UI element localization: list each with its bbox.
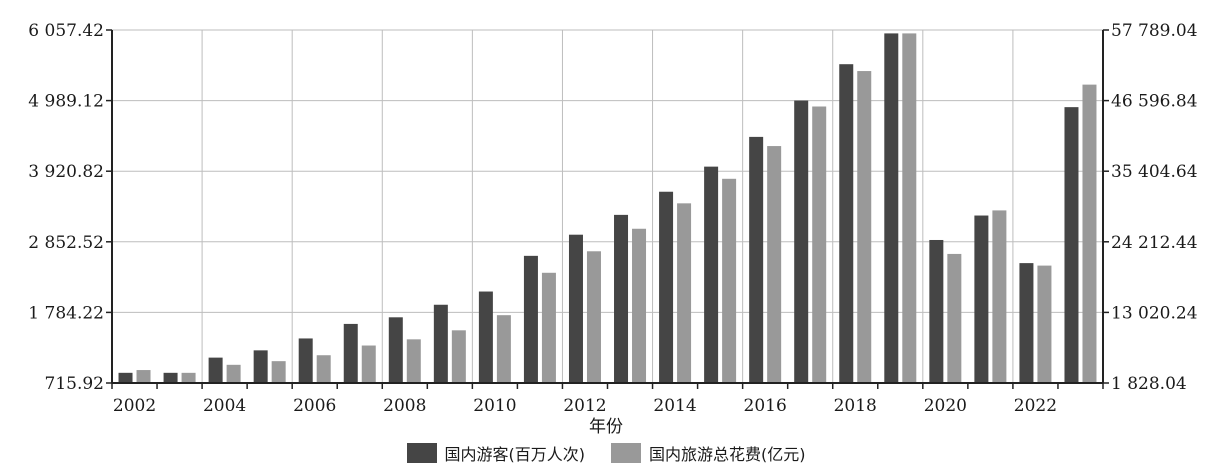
x-tick-label: 2004 — [203, 396, 246, 416]
bar-spending-2007 — [361, 345, 376, 383]
bar-spending-2014 — [677, 203, 692, 383]
x-tick-label: 2012 — [563, 396, 606, 416]
x-tick-label: 2018 — [834, 396, 877, 416]
bar-spending-2003 — [181, 372, 196, 383]
y-left-tick-label: 2 852.52 — [28, 233, 104, 253]
x-tick-label: 2008 — [383, 396, 426, 416]
bar-visitors-2018 — [839, 64, 854, 384]
legend: 国内游客(百万人次) 国内旅游总花费(亿元) — [0, 440, 1212, 466]
legend-item-spending: 国内旅游总花费(亿元) — [611, 441, 806, 465]
x-tick-label: 2022 — [1014, 396, 1057, 416]
bar-spending-2017 — [812, 106, 827, 383]
bars — [118, 33, 1097, 384]
bar-visitors-2016 — [749, 136, 764, 383]
bar-spending-2002 — [136, 370, 151, 383]
bar-visitors-2013 — [614, 214, 629, 383]
bar-visitors-2010 — [478, 291, 493, 383]
legend-item-visitors: 国内游客(百万人次) — [406, 441, 586, 465]
y-left-tick-label: 715.92 — [45, 374, 104, 394]
legend-label-spending: 国内旅游总花费(亿元) — [649, 445, 806, 464]
bar-spending-2012 — [586, 251, 601, 383]
bar-visitors-2023 — [1064, 107, 1079, 383]
bar-visitors-2015 — [704, 166, 719, 383]
bar-spending-2010 — [496, 315, 511, 383]
bar-spending-2008 — [406, 339, 421, 383]
bar-visitors-2007 — [343, 323, 358, 383]
y-right-tick-label: 13 020.24 — [1111, 303, 1198, 323]
x-tick-label: 2002 — [113, 396, 156, 416]
y-right-tick-label: 35 404.64 — [1111, 162, 1198, 182]
bar-visitors-2004 — [208, 357, 223, 383]
x-tick-label: 2020 — [924, 396, 967, 416]
bar-spending-2023 — [1082, 84, 1097, 384]
x-tick-label: 2010 — [473, 396, 516, 416]
x-axis-label: 年份 — [589, 417, 623, 437]
bar-spending-2013 — [632, 228, 647, 383]
legend-swatch-visitors — [406, 443, 437, 463]
y-axis-right-ticks: 57 789.04 46 596.84 35 404.64 24 212.44 13 0… — [1111, 21, 1198, 394]
y-right-tick-label: 46 596.84 — [1111, 92, 1198, 112]
bar-visitors-2014 — [659, 191, 674, 383]
bar-visitors-2009 — [433, 304, 448, 383]
bar-spending-2005 — [271, 361, 286, 383]
bar-spending-2004 — [226, 364, 241, 383]
bar-visitors-2019 — [884, 33, 899, 383]
y-right-tick-label: 24 212.44 — [1111, 233, 1198, 253]
bar-spending-2015 — [722, 178, 737, 383]
bar-visitors-2022 — [1019, 263, 1034, 383]
bar-visitors-2012 — [568, 234, 583, 383]
y-left-tick-label: 6 057.42 — [28, 21, 104, 41]
bar-spending-2019 — [902, 33, 917, 384]
bar-spending-2022 — [1037, 265, 1052, 383]
bar-spending-2011 — [541, 272, 556, 383]
x-axis-ticks: 2002 2004 2006 2008 2010 2012 2014 2016 2018 2020… — [113, 396, 1057, 416]
bar-visitors-2020 — [929, 239, 944, 383]
bar-spending-2021 — [992, 210, 1007, 383]
bar-visitors-2002 — [118, 372, 133, 383]
y-left-tick-label: 3 920.82 — [28, 162, 104, 182]
bar-spending-2009 — [451, 330, 466, 383]
bar-visitors-2011 — [523, 255, 538, 383]
x-tick-label: 2016 — [744, 396, 787, 416]
bar-spending-2020 — [947, 253, 962, 383]
x-tick-label: 2006 — [293, 396, 336, 416]
legend-swatch-spending — [611, 443, 641, 463]
y-axis-left-ticks: 6 057.42 4 989.12 3 920.82 2 852.52 1 784.22… — [28, 21, 104, 394]
y-right-tick-label: 1 828.04 — [1111, 374, 1187, 394]
bar-spending-2006 — [316, 355, 331, 383]
bar-spending-2018 — [857, 71, 872, 384]
axes — [106, 29, 1109, 389]
bar-visitors-2017 — [794, 100, 809, 384]
y-left-tick-label: 4 989.12 — [28, 92, 104, 112]
y-right-tick-label: 57 789.04 — [1111, 21, 1198, 41]
legend-label-visitors: 国内游客(百万人次) — [444, 445, 586, 464]
bar-chart: 6 057.42 4 989.12 3 920.82 2 852.52 1 784.22… — [28, 21, 1198, 437]
bar-visitors-2003 — [163, 372, 178, 383]
bar-visitors-2005 — [253, 350, 268, 383]
bar-visitors-2021 — [974, 215, 989, 383]
x-tick-label: 2014 — [653, 396, 696, 416]
bar-visitors-2008 — [388, 317, 403, 383]
y-left-tick-label: 1 784.22 — [28, 303, 104, 323]
bar-spending-2016 — [767, 146, 782, 383]
bar-visitors-2006 — [298, 338, 313, 383]
